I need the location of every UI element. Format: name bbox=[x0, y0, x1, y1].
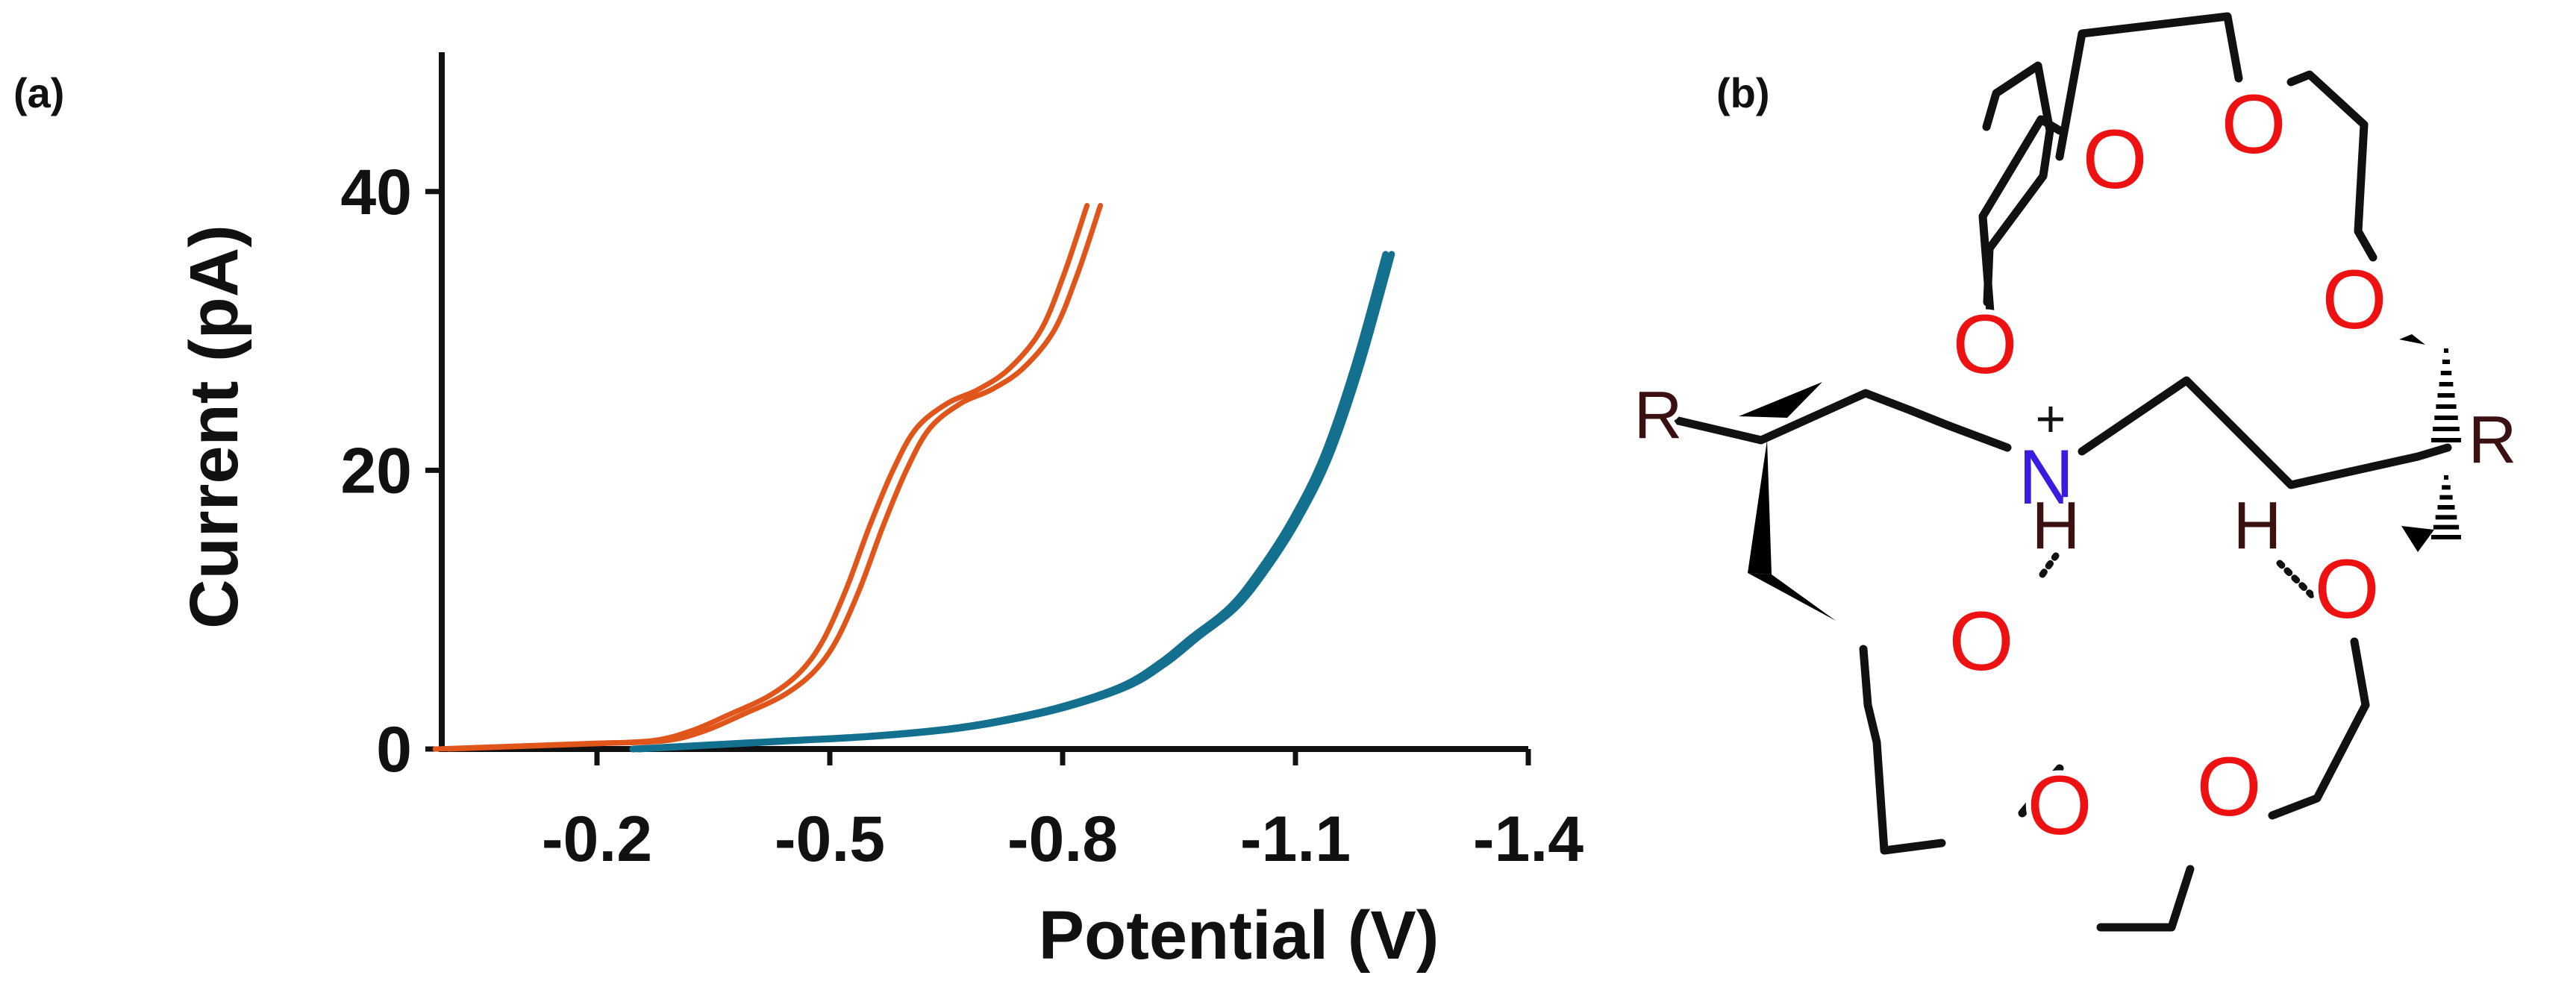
wedge-bond bbox=[1748, 440, 1772, 574]
x-tick-label: -1.4 bbox=[1473, 803, 1584, 875]
bond bbox=[2096, 865, 2195, 932]
oxygen-atom: O bbox=[2314, 542, 2379, 636]
bond bbox=[2078, 376, 2355, 489]
panel-label-b: (b) bbox=[1716, 69, 1770, 116]
bond bbox=[2346, 443, 2452, 476]
wedge-bond bbox=[2401, 526, 2434, 552]
y-axis-label: Current (pA) bbox=[176, 225, 252, 629]
x-tick-label: -1.1 bbox=[1240, 803, 1351, 875]
y-tick-label: 20 bbox=[340, 435, 412, 507]
bond bbox=[1906, 406, 2012, 452]
ring-bonds bbox=[1982, 61, 2054, 307]
charge-symbol: + bbox=[2036, 389, 2066, 448]
hydrogen-bond bbox=[2039, 552, 2060, 578]
nitrogen-atom: N bbox=[2018, 434, 2074, 521]
bond bbox=[1661, 389, 1915, 445]
x-axis-label: Potential (V) bbox=[1039, 897, 1439, 974]
bond bbox=[1859, 645, 1946, 855]
oxygen-atom: O bbox=[2221, 78, 2286, 171]
oxygen-atom: O bbox=[1948, 595, 2013, 688]
oxygen-atom: O bbox=[2027, 759, 2092, 852]
series-line-orange bbox=[446, 202, 1104, 752]
oxygen-atom: O bbox=[2196, 740, 2261, 833]
bond bbox=[2350, 637, 2370, 709]
substituent-r-left: R bbox=[1634, 378, 1683, 453]
hydrogen-bond bbox=[2276, 560, 2317, 601]
y-tick-label: 40 bbox=[340, 157, 412, 228]
oxygen-atom: O bbox=[2082, 113, 2147, 206]
x-tick-label: -0.8 bbox=[1007, 803, 1118, 875]
bond bbox=[2055, 12, 2243, 161]
wedge-bond bbox=[1739, 382, 1822, 418]
bond bbox=[1978, 115, 2064, 316]
bond bbox=[2268, 701, 2370, 820]
bond bbox=[2286, 70, 2378, 262]
oxygen-atom: O bbox=[1952, 298, 2017, 391]
wedge-bond bbox=[1748, 573, 1836, 621]
wedge-bond bbox=[2399, 334, 2425, 345]
bond bbox=[2018, 764, 2064, 818]
hydrogen-atom: H bbox=[2032, 489, 2081, 563]
hydrogen-atom: H bbox=[2233, 489, 2282, 563]
y-tick-label: 0 bbox=[376, 714, 412, 786]
panel-label-a: (a) bbox=[13, 69, 65, 116]
oxygen-atom: O bbox=[2322, 253, 2386, 346]
x-tick-label: -0.2 bbox=[542, 803, 652, 875]
substituent-r-right: R bbox=[2469, 403, 2517, 477]
series-line-blue bbox=[635, 251, 1395, 753]
x-tick-label: -0.5 bbox=[775, 803, 885, 875]
